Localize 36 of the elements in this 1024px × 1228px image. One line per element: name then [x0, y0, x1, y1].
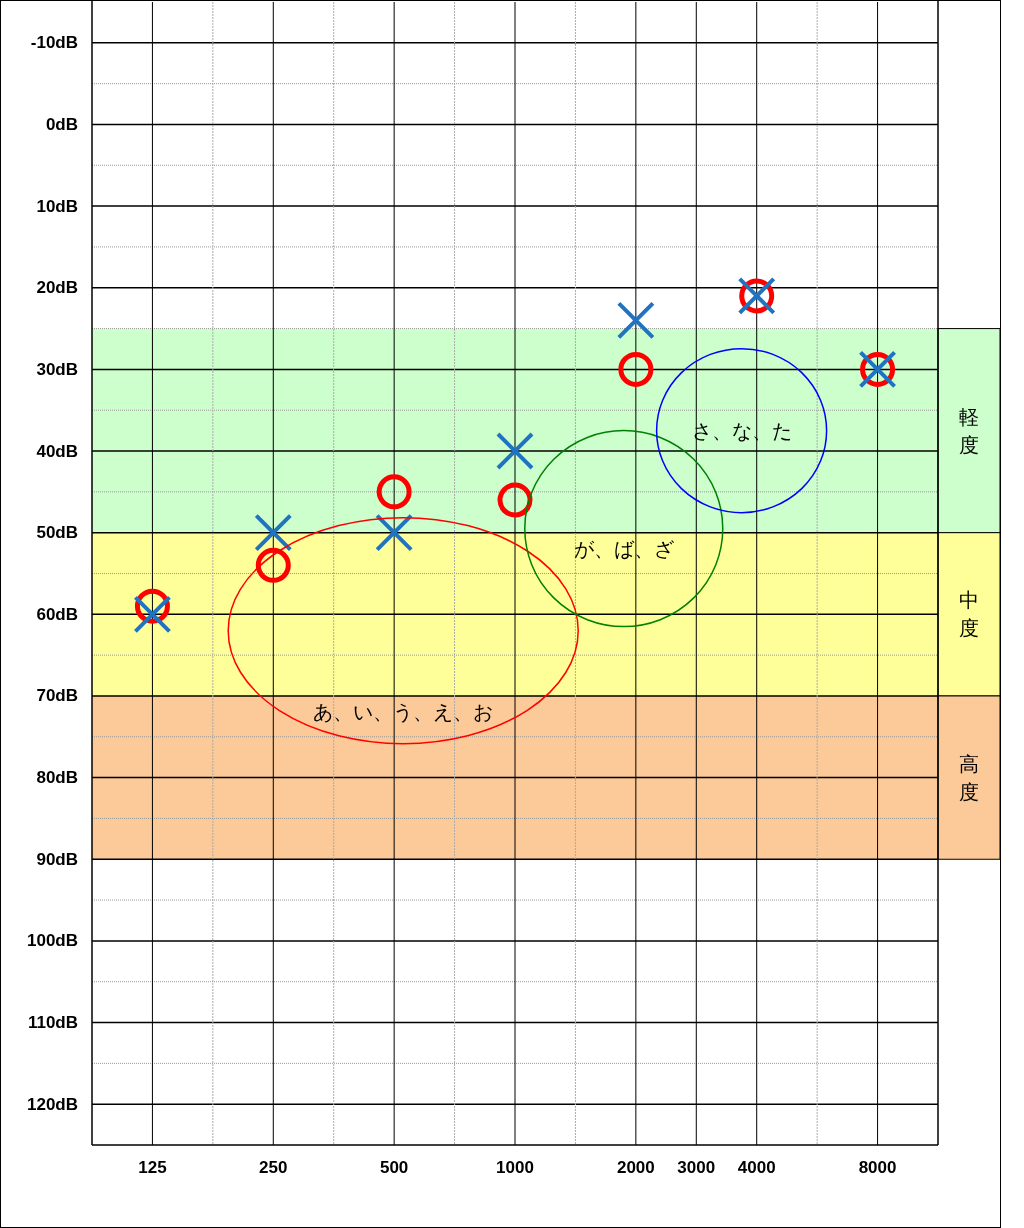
band-label: 高度 [959, 752, 979, 803]
y-tick-label: 70dB [36, 686, 78, 706]
y-tick-label: 0dB [45, 114, 78, 134]
point [497, 482, 533, 518]
point [255, 547, 291, 583]
x-tick-label: 3000 [677, 1157, 716, 1177]
y-tick-label: 100dB [26, 931, 78, 951]
x-tick-label: 500 [379, 1157, 409, 1177]
y-tick-label: 50dB [36, 523, 78, 543]
y-tick-label: 40dB [36, 441, 78, 461]
point [133, 595, 172, 634]
point [254, 513, 293, 552]
x-tick-label: 4000 [737, 1157, 776, 1177]
y-tick-label: 110dB [27, 1013, 78, 1033]
point [496, 432, 534, 471]
point [618, 351, 654, 387]
annotation: が、ば、ざ [573, 538, 674, 561]
x-tick-label: 1000 [496, 1157, 534, 1177]
y-tick-label: 60dB [36, 604, 78, 624]
x-tick-label: 2000 [616, 1157, 655, 1177]
x-tick-label: 250 [259, 1157, 288, 1177]
y-tick-label: 80dB [36, 768, 78, 788]
y-tick-label: 10dB [36, 196, 78, 216]
x-tick-label: 8000 [858, 1157, 897, 1177]
band-label: 軽度 [959, 405, 979, 456]
annotation: あ、い、う、え、お [313, 701, 494, 724]
y-tick-label: 20dB [36, 278, 78, 298]
point [375, 513, 414, 552]
y-tick-label: 90dB [36, 849, 78, 869]
y-tick-label: 30dB [36, 359, 78, 379]
y-tick-label: 120dB [26, 1094, 78, 1114]
point [376, 474, 412, 510]
x-tick-label: 125 [138, 1157, 167, 1177]
point [616, 301, 655, 340]
y-tick-label: -10dB [30, 33, 78, 53]
band-label: 中度 [959, 589, 979, 640]
